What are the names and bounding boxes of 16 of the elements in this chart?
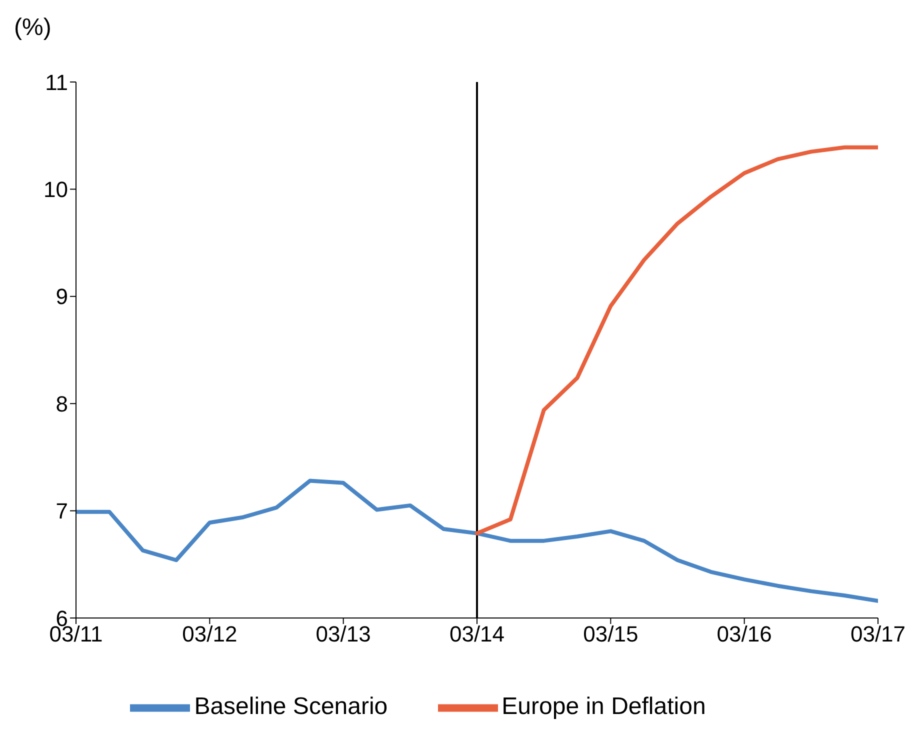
- y-axis-title: (%): [14, 14, 52, 42]
- legend-label: Baseline Scenario: [194, 693, 388, 720]
- y-tick-label: 9: [56, 284, 68, 310]
- x-tick-label: 03/16: [716, 622, 772, 647]
- x-tick-label: 03/17: [850, 622, 906, 647]
- y-tick-label: 10: [44, 177, 68, 202]
- y-tick-label: 8: [56, 391, 68, 416]
- x-tick-label: 03/12: [182, 622, 238, 647]
- y-tick-label: 7: [56, 498, 68, 524]
- line-series: [76, 478, 878, 603]
- line-series: [475, 145, 878, 536]
- y-tick-label: 11: [45, 70, 68, 95]
- x-tick-label: 03/14: [449, 622, 505, 647]
- x-tick-label: 03/13: [316, 622, 371, 647]
- x-tick-label: 03/15: [583, 622, 638, 647]
- legend-label: Europe in Deflation: [502, 693, 706, 720]
